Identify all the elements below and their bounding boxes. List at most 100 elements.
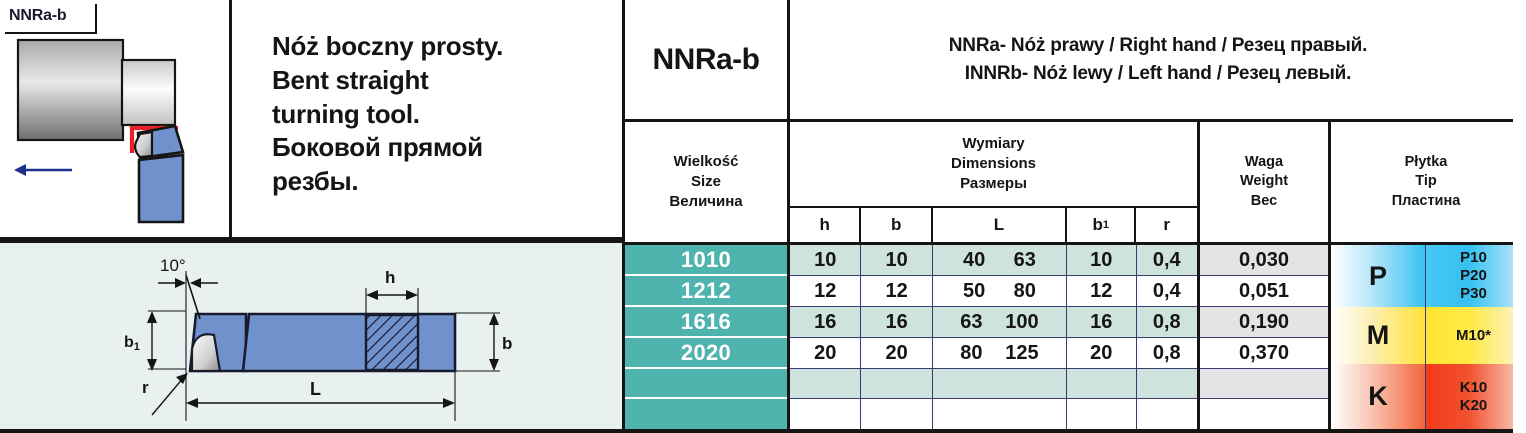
table-row[interactable]: 20 20 80 125 20 0,8 xyxy=(790,338,1197,369)
product-code: NNRa-b xyxy=(652,42,761,76)
cell-b: 12 xyxy=(861,276,933,306)
cell-b: 10 xyxy=(861,245,933,275)
cell-weight: 0,051 xyxy=(1200,276,1328,307)
cell-b1: 16 xyxy=(1067,307,1137,337)
header-dimensions-pl: Wymiary xyxy=(962,134,1025,152)
cell-weight: 0,190 xyxy=(1200,307,1328,338)
size-cell[interactable] xyxy=(625,399,787,429)
cell-weight xyxy=(1200,399,1328,429)
workpiece-shoulder xyxy=(120,58,177,127)
r-label: r xyxy=(142,378,149,397)
angle-label: 10° xyxy=(160,256,186,275)
cell-b: 16 xyxy=(861,307,933,337)
cell-h: 10 xyxy=(790,245,862,275)
cell-L-first: 50 xyxy=(963,279,986,302)
cell-r xyxy=(1137,369,1198,398)
angle-edge-line xyxy=(185,274,201,320)
L-dimension: L xyxy=(186,379,455,408)
h-label: h xyxy=(385,268,395,287)
header-size-pl: Wielkość xyxy=(673,152,739,170)
title-panel: Nóż boczny prosty. Bent straight turning… xyxy=(232,0,625,240)
cell-b1 xyxy=(1067,369,1137,398)
header-tip-ru: Пластина xyxy=(1391,192,1461,209)
cell-L: 50 80 xyxy=(933,276,1068,306)
left-hand-description: INNRb- Nóż lewy / Left hand / Резец левы… xyxy=(964,62,1352,84)
header-weight-ru: Вес xyxy=(1250,192,1278,209)
cell-r: 0,8 xyxy=(1152,341,1181,364)
size-cell[interactable] xyxy=(625,369,787,399)
table-row[interactable]: 12 12 50 80 12 0,4 xyxy=(790,276,1197,307)
operation-drawing-panel: NNRa-b xyxy=(0,0,232,240)
cell-L: 40 63 xyxy=(933,245,1068,275)
b1-dimension: b1 xyxy=(124,311,157,371)
header-col-r: r xyxy=(1163,215,1171,234)
tip-group-p[interactable]: P P10 P20 P30 xyxy=(1331,245,1521,307)
angle-dimension: 10° xyxy=(158,256,218,288)
cell-h: 20 xyxy=(790,338,862,368)
cell-L-first: 63 xyxy=(960,310,983,333)
dimensions-columns: 10 10 40 63 10 0,4 12 12 50 80 12 0,4 xyxy=(790,245,1200,429)
size-cell[interactable]: 1212 xyxy=(625,276,787,307)
projection-lines xyxy=(148,271,500,421)
cell-h xyxy=(790,369,862,398)
cell-L-first: 40 xyxy=(963,248,986,271)
cell-b1: 12 xyxy=(1067,276,1137,306)
cell-L-second: 100 xyxy=(1005,310,1039,333)
header-weight: Waga Weight Вес xyxy=(1200,122,1331,242)
table-row[interactable] xyxy=(790,399,1197,429)
title-line-ru-2: резбы. xyxy=(272,166,359,197)
r-dimension: r xyxy=(142,373,188,416)
tip-grades-m: M10* xyxy=(1426,307,1521,364)
size-cell[interactable]: 2020 xyxy=(625,338,787,369)
tool-shank-side xyxy=(241,312,457,373)
iso-label: NNRa-b xyxy=(9,7,67,24)
right-margin xyxy=(1513,0,1526,433)
grade-p20: P20 xyxy=(1460,267,1487,285)
title-line-ru-1: Боковой прямой xyxy=(272,132,483,163)
cell-L xyxy=(933,369,1068,398)
cell-L xyxy=(933,399,1068,429)
header-col-L: L xyxy=(933,208,1067,242)
dimension-diagram-svg: 10° b1 h xyxy=(124,256,512,421)
title-line-en-2: turning tool. xyxy=(272,98,420,129)
grade-k20: K20 xyxy=(1459,396,1488,414)
tip-group-k[interactable]: K K10 K20 xyxy=(1331,364,1521,429)
table-row[interactable]: 16 16 63 100 16 0,8 xyxy=(790,307,1197,338)
carbide-insert xyxy=(134,130,154,159)
cell-b1: 10 xyxy=(1067,245,1137,275)
grade-p30: P30 xyxy=(1460,284,1487,302)
cell-h: 16 xyxy=(790,307,862,337)
cell-L: 63 100 xyxy=(933,307,1068,337)
grade-m10: M10* xyxy=(1455,326,1492,344)
header-dimensions-title: Wymiary Dimensions Размеры xyxy=(790,122,1197,208)
tip-group-m[interactable]: M M10* xyxy=(1331,307,1521,364)
nose-radius xyxy=(190,333,222,373)
header-dimensions-ru: Размеры xyxy=(960,175,1027,193)
header-size: Wielkość Size Величина xyxy=(625,122,790,242)
cell-r: 0,4 xyxy=(1152,248,1181,271)
cell-b xyxy=(861,399,933,429)
grade-p10: P10 xyxy=(1460,249,1487,267)
table-row[interactable]: 10 10 40 63 10 0,4 xyxy=(790,245,1197,276)
table-row[interactable] xyxy=(790,369,1197,399)
b-label: b xyxy=(502,334,512,353)
cell-weight xyxy=(1200,369,1328,399)
L-label: L xyxy=(310,379,321,399)
cell-h: 12 xyxy=(790,276,862,306)
size-cell[interactable]: 1010 xyxy=(625,245,787,276)
product-title: Nóż boczny prosty. Bent straight turning… xyxy=(272,30,503,199)
cell-r: 0,8 xyxy=(1152,310,1181,333)
header-weight-pl: Waga xyxy=(1244,153,1284,170)
b-dimension: b xyxy=(489,313,512,371)
operation-diagram-svg xyxy=(14,38,185,224)
header-weight-en: Weight xyxy=(1239,173,1289,190)
header-tip: Płytka Tip Пластина xyxy=(1331,122,1521,242)
right-hand-description: NNRa- Nóż prawy / Right hand / Резец пра… xyxy=(948,34,1368,56)
header-tip-pl: Płytka xyxy=(1404,153,1448,170)
cell-L-second: 80 xyxy=(1013,279,1036,302)
title-line-en-1: Bent straight xyxy=(272,64,429,95)
size-cell[interactable]: 1616 xyxy=(625,307,787,338)
cell-b xyxy=(861,369,933,398)
